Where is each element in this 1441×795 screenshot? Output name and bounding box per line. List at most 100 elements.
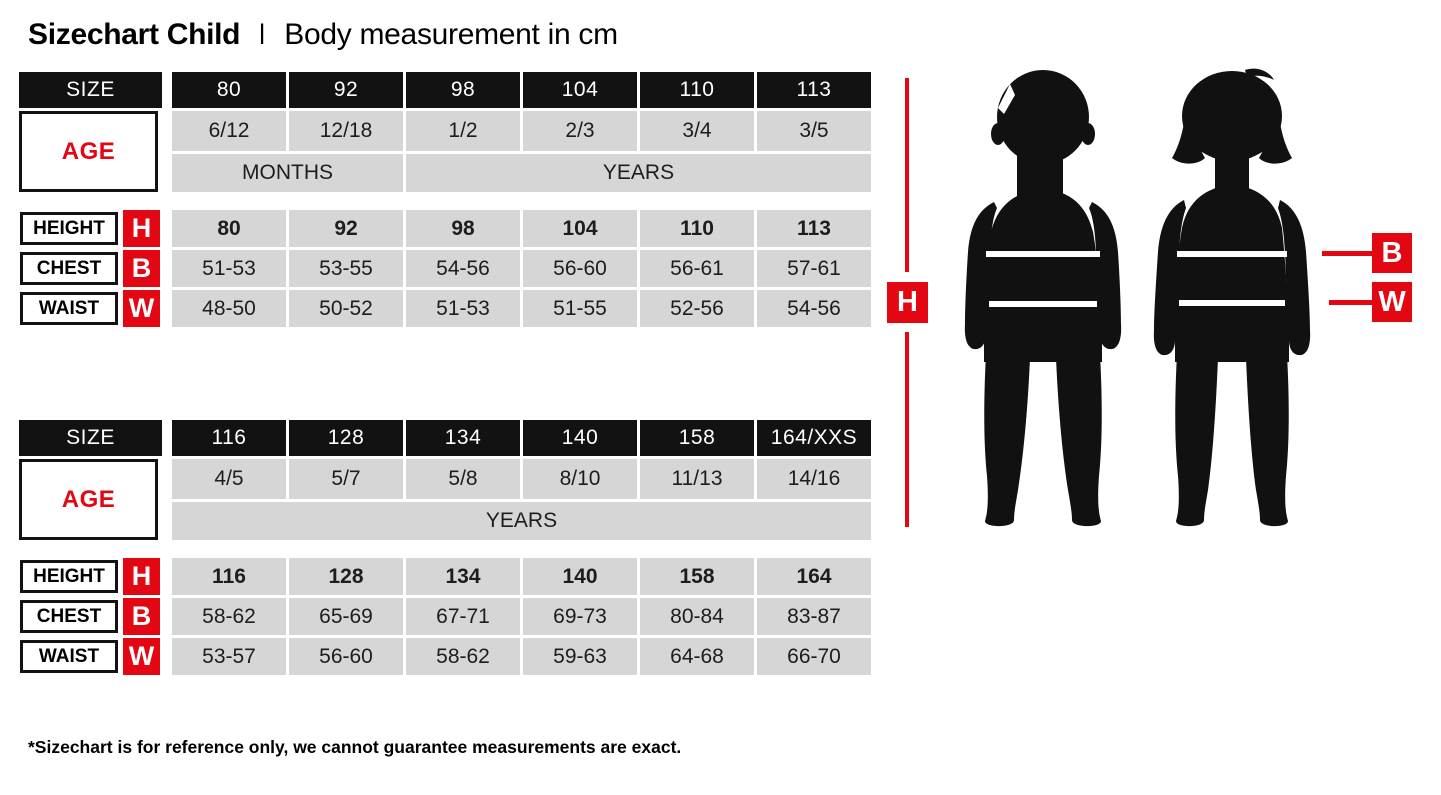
value-cell: 66-70: [757, 638, 871, 675]
age-unit-cell: YEARS: [172, 502, 871, 540]
age-cell: 6/12: [172, 111, 286, 151]
measure-label-height: HEIGHT H: [20, 210, 169, 247]
boy-hair-highlight: [998, 84, 1015, 114]
value-cell: 116: [172, 558, 286, 595]
measure-name-box: HEIGHT: [20, 560, 118, 593]
measure-label-waist: WAIST W: [20, 638, 169, 675]
height-line-top: [905, 78, 909, 272]
value-cell: 158: [640, 558, 754, 595]
age-cell: 11/13: [640, 459, 754, 499]
age-cell: 2/3: [523, 111, 637, 151]
size-cell: 113: [757, 72, 871, 108]
size-cell: 104: [523, 72, 637, 108]
sizechart-table-large-sizes: SIZE 116 128 134 140 158 164/XXS AGE 4/5 5/7 5/8 8/…: [17, 420, 871, 675]
size-cell: 158: [640, 420, 754, 456]
title-separator: I: [259, 18, 266, 51]
size-cell: 128: [289, 420, 403, 456]
value-cell: 58-62: [172, 598, 286, 635]
value-cell: 56-61: [640, 250, 754, 287]
value-cell: 80-84: [640, 598, 754, 635]
size-cell: 134: [406, 420, 520, 456]
value-cell: 53-57: [172, 638, 286, 675]
measure-letter-badge: H: [123, 210, 160, 247]
value-cell: 65-69: [289, 598, 403, 635]
measure-name-box: CHEST: [20, 252, 118, 285]
measure-name-box: WAIST: [20, 292, 118, 325]
age-cell: 3/4: [640, 111, 754, 151]
measure-letter-badge: W: [123, 638, 160, 675]
value-cell: 51-53: [172, 250, 286, 287]
measure-label-chest: CHEST B: [20, 598, 169, 635]
value-cell: 57-61: [757, 250, 871, 287]
value-cell: 51-55: [523, 290, 637, 327]
value-cell: 53-55: [289, 250, 403, 287]
value-cell: 54-56: [757, 290, 871, 327]
size-cell: 116: [172, 420, 286, 456]
value-cell: 104: [523, 210, 637, 247]
value-cell: 56-60: [523, 250, 637, 287]
height-line-bottom: [905, 332, 909, 527]
measure-letter-badge: W: [123, 290, 160, 327]
waist-connector-line: [1329, 300, 1372, 305]
height-marker-label: H: [887, 282, 928, 323]
size-cell: 164/XXS: [757, 420, 871, 456]
age-cell: 4/5: [172, 459, 286, 499]
page-title: Sizechart Child: [28, 18, 241, 51]
value-cell: 92: [289, 210, 403, 247]
page-header: Sizechart Child I Body measurement in cm: [28, 16, 618, 54]
footnote: *Sizechart is for reference only, we can…: [28, 737, 682, 757]
age-unit-cell: MONTHS: [172, 154, 403, 192]
girl-chest-line: [1177, 251, 1287, 257]
age-cell: 8/10: [523, 459, 637, 499]
value-cell: 54-56: [406, 250, 520, 287]
value-cell: 52-56: [640, 290, 754, 327]
sizechart-table-small-sizes: SIZE 80 92 98 104 110 113 AGE 6/12 12/18 1/2 2/3 3/4…: [17, 72, 871, 327]
measure-letter-badge: B: [123, 598, 160, 635]
waist-marker-label: W: [1372, 282, 1412, 322]
value-cell: 128: [289, 558, 403, 595]
girl-waist-line: [1179, 300, 1285, 306]
measure-letter-badge: B: [123, 250, 160, 287]
value-cell: 134: [406, 558, 520, 595]
measure-name-box: CHEST: [20, 600, 118, 633]
size-cell: 98: [406, 72, 520, 108]
value-cell: 110: [640, 210, 754, 247]
age-cell: 14/16: [757, 459, 871, 499]
value-cell: 50-52: [289, 290, 403, 327]
size-header: SIZE: [19, 72, 162, 108]
measure-letter-badge: H: [123, 558, 160, 595]
boy-chest-line: [986, 251, 1100, 257]
age-cell: 5/8: [406, 459, 520, 499]
value-cell: 113: [757, 210, 871, 247]
value-cell: 140: [523, 558, 637, 595]
size-cell: 110: [640, 72, 754, 108]
measure-label-chest: CHEST B: [20, 250, 169, 287]
value-cell: 67-71: [406, 598, 520, 635]
size-cell: 80: [172, 72, 286, 108]
measure-name-box: WAIST: [20, 640, 118, 673]
girl-silhouette: [1153, 68, 1311, 527]
measure-label-waist: WAIST W: [20, 290, 169, 327]
value-cell: 59-63: [523, 638, 637, 675]
value-cell: 48-50: [172, 290, 286, 327]
value-cell: 83-87: [757, 598, 871, 635]
age-cell: 12/18: [289, 111, 403, 151]
age-header: AGE: [19, 111, 158, 192]
age-cell: 1/2: [406, 111, 520, 151]
chest-connector-line: [1322, 251, 1372, 256]
value-cell: 98: [406, 210, 520, 247]
age-cell: 3/5: [757, 111, 871, 151]
value-cell: 56-60: [289, 638, 403, 675]
age-cell: 5/7: [289, 459, 403, 499]
measure-label-height: HEIGHT H: [20, 558, 169, 595]
value-cell: 80: [172, 210, 286, 247]
page-subtitle: Body measurement in cm: [284, 18, 618, 51]
boy-waist-line: [989, 301, 1097, 307]
value-cell: 51-53: [406, 290, 520, 327]
value-cell: 58-62: [406, 638, 520, 675]
size-cell: 140: [523, 420, 637, 456]
size-cell: 92: [289, 72, 403, 108]
chest-marker-label: B: [1372, 233, 1412, 273]
measure-name-box: HEIGHT: [20, 212, 118, 245]
